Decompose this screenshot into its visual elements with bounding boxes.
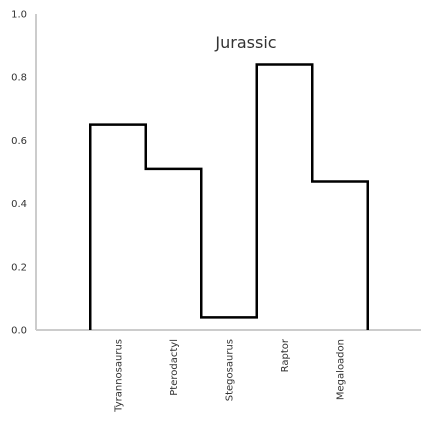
y-tick-label: 0.6 — [11, 136, 27, 147]
y-tick-label: 0.4 — [11, 199, 27, 210]
y-tick-label: 0.0 — [11, 326, 27, 337]
x-ticks: Tyrannosaurus Pterodactyl Stegosaurus Rapto… — [114, 338, 347, 413]
x-tick-label: Stegosaurus — [225, 339, 236, 401]
x-tick-label: Megaloadon — [336, 339, 347, 400]
y-tick-label: 0.8 — [11, 73, 27, 84]
step-series-line — [89, 63, 369, 330]
x-tick-label: Pterodactyl — [169, 339, 180, 396]
y-tick-label: 1.0 — [11, 10, 27, 21]
y-ticks: 0.0 0.2 0.4 0.6 0.8 1.0 — [11, 10, 27, 337]
x-tick-label: Raptor — [280, 338, 291, 372]
x-tick-label: Tyrannosaurus — [114, 339, 125, 413]
y-tick-label: 0.2 — [11, 262, 27, 273]
chart-title: Jurassic — [214, 33, 276, 52]
axes — [35, 14, 421, 331]
